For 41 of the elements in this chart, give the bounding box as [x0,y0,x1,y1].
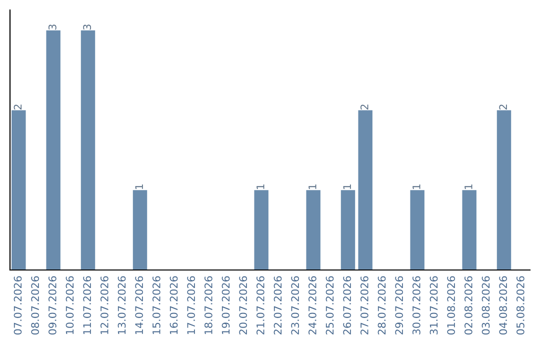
x-tick-label: 01.08.2026 [447,276,456,335]
data-label: 1 [412,184,420,189]
x-tick-label: 09.07.2026 [48,276,56,335]
x-tick-label: 20.07.2026 [239,276,248,334]
x-tick-label: 08.07.2026 [31,276,40,335]
x-tick-label: 19.07.2026 [222,276,230,334]
data-label: 2 [360,104,368,110]
x-tick-label: 23.07.2026 [291,276,300,334]
x-tick-label: 16.07.2026 [170,276,178,334]
x-tick-label: 26.07.2026 [343,276,352,334]
x-tick-label: 27.07.2026 [360,276,368,334]
data-label: 2 [499,104,507,110]
x-tick-label: 30.07.2026 [412,276,420,334]
x-tick-label: 15.07.2026 [152,276,160,334]
x-tick-label: 25.07.2026 [326,276,334,334]
data-label: 1 [464,184,472,189]
x-tick-label: 18.07.2026 [204,276,212,334]
x-tick-label: 28.07.2026 [378,276,386,334]
x-tick-label: 12.07.2026 [100,276,108,334]
x-tick-label: 24.07.2026 [308,276,316,334]
x-tick-label: 11.07.2026 [83,276,92,334]
x-tick-label: 21.07.2026 [256,276,264,334]
x-tick-label: 03.08.2026 [482,276,490,335]
x-tick-label: 29.07.2026 [395,276,404,334]
x-tick-label: 10.07.2026 [66,276,74,334]
x-tick-label: 04.08.2026 [499,276,508,335]
x-tick-label: 02.08.2026 [464,276,472,335]
data-label: 1 [308,184,316,189]
data-label: 3 [48,24,56,30]
data-label: 1 [343,184,351,189]
x-tick-label: 22.07.2026 [274,276,282,334]
x-tick-label: 17.07.2026 [187,276,196,334]
x-tick-label: 31.07.2026 [430,276,438,334]
data-label: 1 [256,184,264,189]
x-tick-label: 13.07.2026 [118,276,126,334]
data-label: 3 [83,24,92,30]
data-label: 1 [135,184,143,189]
x-tick-label: 07.07.2026 [14,276,22,335]
x-tick-label: 14.07.2026 [135,276,144,334]
data-label: 2 [14,104,22,110]
x-tick-label: 05.08.2026 [516,276,524,335]
